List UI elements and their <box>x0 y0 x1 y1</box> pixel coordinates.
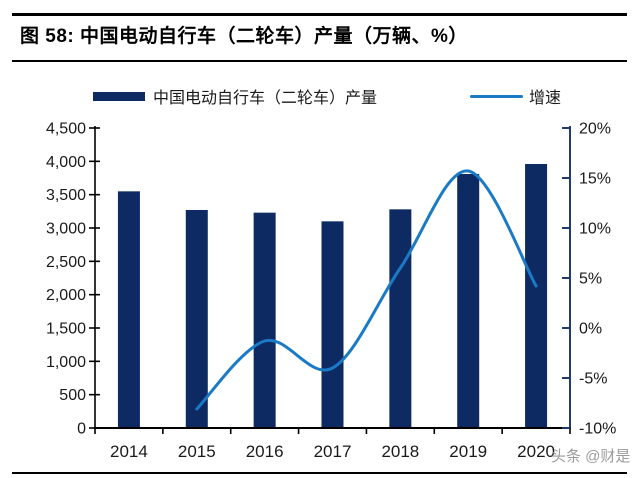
legend-label-production: 中国电动自行车（二轮车）产量 <box>153 90 378 107</box>
svg-text:2017: 2017 <box>314 442 352 461</box>
svg-text:-10%: -10% <box>579 421 616 438</box>
svg-text:15%: 15% <box>579 171 611 188</box>
svg-text:1,500: 1,500 <box>46 321 86 338</box>
svg-text:2015: 2015 <box>178 442 216 461</box>
legend-label-growth: 增速 <box>529 90 562 107</box>
legend-item-growth: 增速 <box>470 84 561 108</box>
svg-text:5%: 5% <box>579 271 602 288</box>
svg-text:3,000: 3,000 <box>46 221 86 238</box>
watermark: 头条 @财是 <box>551 448 631 465</box>
svg-text:2020: 2020 <box>517 442 555 461</box>
svg-text:20%: 20% <box>579 121 611 138</box>
svg-text:2,500: 2,500 <box>46 254 86 271</box>
svg-text:0%: 0% <box>579 321 602 338</box>
svg-text:4,500: 4,500 <box>46 121 86 138</box>
top-divider <box>12 13 627 16</box>
svg-text:2018: 2018 <box>381 442 419 461</box>
svg-text:2019: 2019 <box>449 442 487 461</box>
figure-title: 图 58: 中国电动自行车（二轮车）产量（万辆、%） <box>20 26 468 47</box>
svg-text:4,000: 4,000 <box>46 154 86 171</box>
svg-text:3,500: 3,500 <box>46 187 86 204</box>
bar-swatch-icon <box>93 91 145 101</box>
svg-text:2014: 2014 <box>110 442 148 461</box>
svg-text:500: 500 <box>59 387 86 404</box>
legend-item-production: 中国电动自行车（二轮车）产量 <box>93 84 377 108</box>
svg-text:0: 0 <box>77 421 86 438</box>
svg-text:2016: 2016 <box>246 442 284 461</box>
svg-text:10%: 10% <box>579 221 611 238</box>
title-divider <box>12 60 627 62</box>
bottom-divider <box>12 472 627 474</box>
svg-text:2,000: 2,000 <box>46 287 86 304</box>
svg-text:1,000: 1,000 <box>46 354 86 371</box>
svg-text:-5%: -5% <box>579 371 607 388</box>
line-swatch-icon <box>470 94 523 98</box>
